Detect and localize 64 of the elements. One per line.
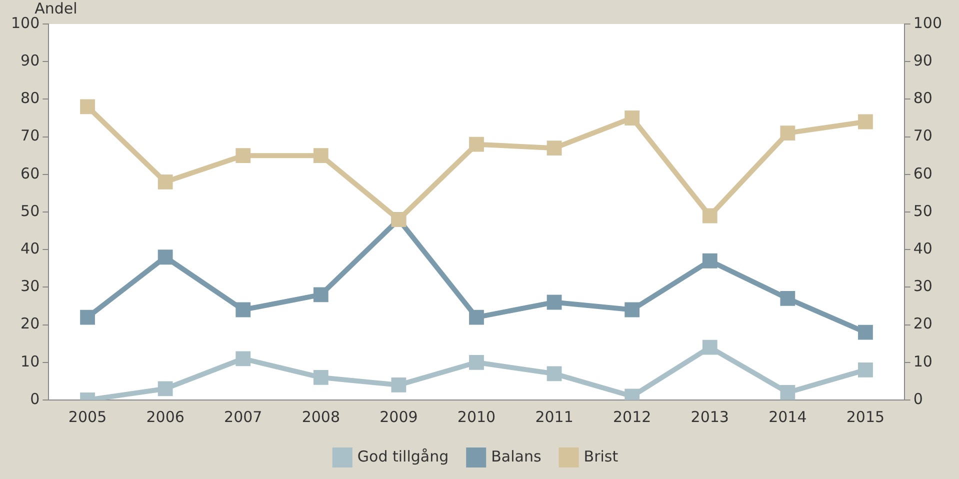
point — [313, 148, 328, 164]
point — [780, 126, 796, 140]
point — [158, 381, 173, 396]
y2-tick-label: 50 — [913, 202, 932, 220]
x-tick-label: 2014 — [768, 408, 807, 426]
point — [858, 324, 873, 340]
point — [546, 366, 562, 382]
y2-tick-label: 70 — [913, 126, 932, 145]
point — [313, 287, 328, 302]
x-tick-label: 2006 — [146, 408, 184, 426]
point — [546, 294, 562, 310]
point — [624, 302, 640, 318]
x-tick-label: 2012 — [612, 408, 652, 426]
x-tick-label: 2009 — [380, 408, 418, 426]
point — [858, 362, 873, 378]
point — [780, 385, 796, 400]
point — [702, 208, 718, 224]
point — [858, 114, 873, 130]
point — [469, 310, 484, 325]
point — [469, 136, 484, 152]
point — [546, 140, 562, 156]
x-tick-label: 2007 — [224, 408, 262, 426]
y-tick-label: 20 — [20, 314, 40, 333]
point — [236, 351, 251, 366]
point — [80, 310, 95, 325]
x-tick-label: 2008 — [302, 408, 340, 426]
point — [469, 354, 484, 370]
y2-tick-label: 10 — [913, 352, 932, 370]
legend-label: God tillgång — [357, 447, 449, 466]
y2-tick-label: 80 — [913, 89, 932, 108]
x-tick-label: 2010 — [457, 408, 496, 426]
legend-label: Balans — [491, 447, 542, 466]
x-tick-label: 2015 — [846, 408, 885, 426]
y2-tick-label: 100 — [913, 14, 942, 32]
x-tick-label: 2005 — [68, 408, 107, 426]
y-tick-label: 40 — [20, 239, 40, 258]
point — [313, 370, 328, 385]
y2-tick-label: 60 — [913, 164, 932, 182]
y2-tick-label: 20 — [913, 314, 932, 333]
y-tick-label: 70 — [20, 126, 40, 145]
y2-tick-label: 40 — [913, 239, 932, 258]
y2-tick-label: 30 — [913, 277, 932, 296]
point — [236, 148, 251, 164]
x-tick-label: 2011 — [535, 408, 574, 426]
y2-tick-label: 90 — [913, 51, 932, 70]
y-tick-label: 60 — [20, 164, 40, 182]
y2-tick-label: 0 — [913, 390, 923, 408]
point — [158, 174, 173, 190]
y-tick-label: 90 — [20, 51, 40, 70]
y-tick-label: 80 — [20, 89, 40, 108]
y-tick-label: 10 — [20, 352, 40, 370]
point — [236, 302, 251, 318]
y-tick-label: 0 — [30, 390, 40, 408]
point — [391, 378, 406, 392]
y-tick-label: 30 — [20, 277, 40, 296]
x-tick-label: 2013 — [690, 408, 729, 426]
point — [780, 291, 796, 306]
point — [702, 340, 718, 355]
y-tick-label: 50 — [20, 202, 40, 220]
point — [158, 250, 173, 265]
point — [624, 110, 640, 126]
point — [80, 99, 95, 114]
legend-label: Brist — [584, 447, 618, 466]
point — [702, 253, 718, 268]
